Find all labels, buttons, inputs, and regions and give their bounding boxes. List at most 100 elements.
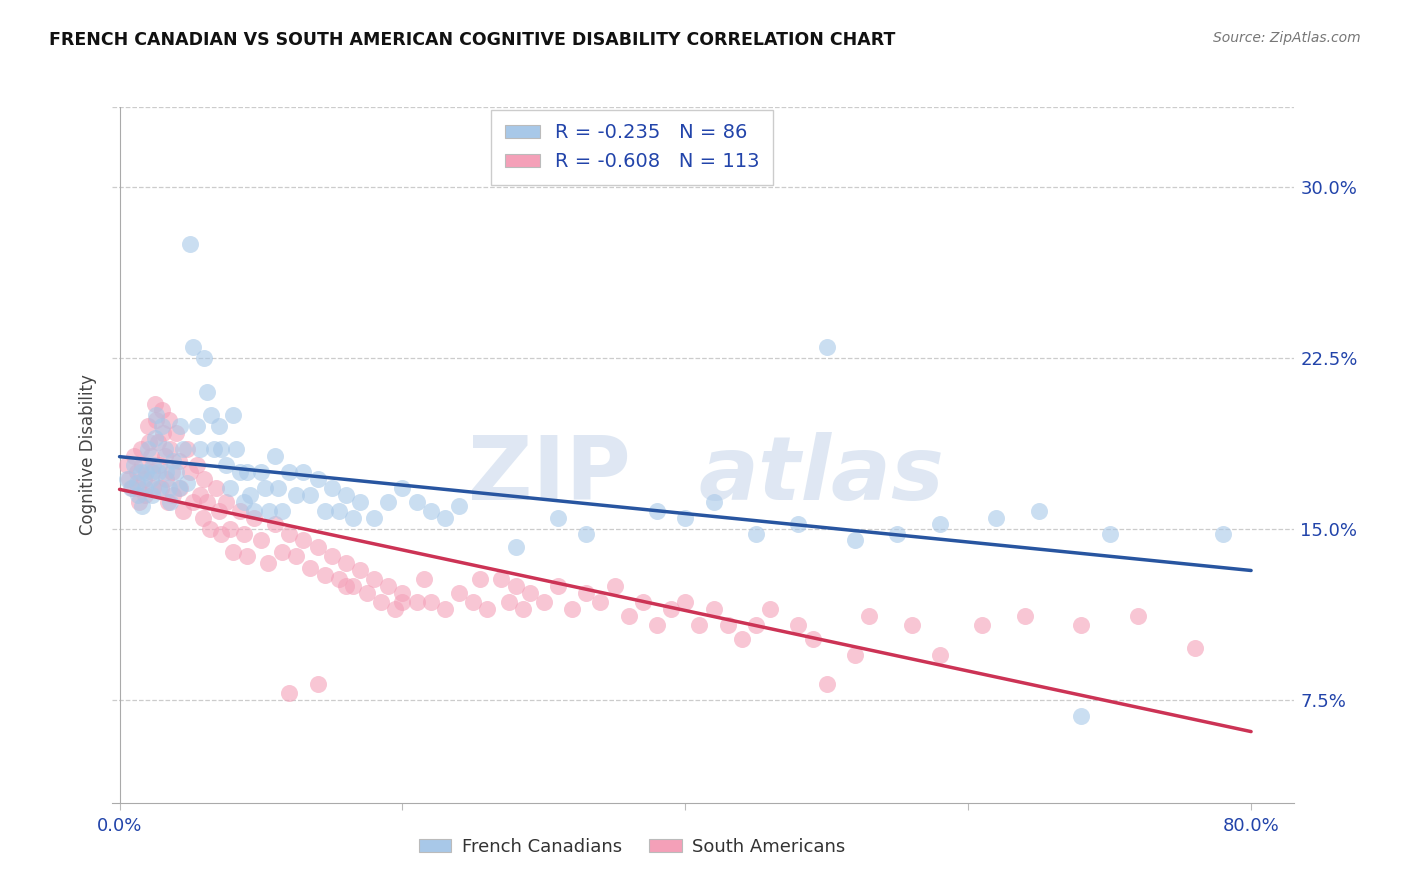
Point [159, 494, 181, 508]
Y-axis label: Cognitive Disability: Cognitive Disability [79, 375, 97, 535]
Point [986, 510, 1008, 524]
Point [135, 465, 157, 479]
Point [929, 648, 952, 662]
Point [139, 449, 162, 463]
Point [470, 572, 492, 586]
Point [142, 481, 165, 495]
Point [575, 586, 598, 600]
Point [299, 561, 322, 575]
Point [645, 618, 668, 632]
Point [384, 602, 406, 616]
Point [122, 449, 145, 463]
Point [278, 686, 301, 700]
Point [349, 563, 371, 577]
Point [209, 442, 232, 457]
Point [155, 472, 177, 486]
Point [759, 602, 782, 616]
Point [321, 549, 343, 564]
Point [561, 602, 583, 616]
Point [165, 426, 187, 441]
Point [250, 465, 273, 479]
Point [1212, 526, 1234, 541]
Point [419, 595, 441, 609]
Point [214, 494, 236, 508]
Point [307, 541, 329, 555]
Point [131, 500, 153, 514]
Point [139, 472, 162, 486]
Point [858, 608, 880, 623]
Point [688, 618, 710, 632]
Point [149, 481, 172, 495]
Point [165, 465, 187, 479]
Point [419, 504, 441, 518]
Point [335, 488, 357, 502]
Point [673, 510, 696, 524]
Point [218, 522, 240, 536]
Point [254, 481, 277, 495]
Point [731, 632, 754, 646]
Point [717, 618, 740, 632]
Point [176, 476, 198, 491]
Point [363, 572, 385, 586]
Point [214, 458, 236, 473]
Point [342, 579, 364, 593]
Point [176, 442, 198, 457]
Point [125, 476, 148, 491]
Text: atlas: atlas [699, 433, 943, 519]
Point [356, 586, 378, 600]
Point [145, 408, 167, 422]
Point [131, 458, 153, 473]
Point [188, 442, 211, 457]
Point [157, 412, 180, 426]
Point [136, 419, 159, 434]
Point [141, 488, 163, 502]
Point [519, 586, 541, 600]
Point [391, 586, 413, 600]
Point [271, 504, 294, 518]
Point [120, 481, 142, 495]
Point [146, 435, 169, 450]
Point [127, 481, 149, 495]
Point [377, 579, 399, 593]
Point [264, 449, 287, 463]
Point [292, 465, 315, 479]
Point [172, 442, 194, 457]
Point [136, 442, 159, 457]
Point [143, 431, 166, 445]
Point [886, 526, 908, 541]
Point [172, 504, 194, 518]
Point [134, 488, 156, 502]
Point [195, 385, 218, 400]
Point [239, 488, 262, 502]
Point [617, 608, 640, 623]
Point [703, 602, 725, 616]
Point [129, 465, 152, 479]
Point [160, 465, 183, 479]
Point [146, 465, 169, 479]
Point [285, 549, 308, 564]
Point [204, 481, 226, 495]
Legend: French Canadians, South Americans: French Canadians, South Americans [412, 831, 853, 863]
Point [349, 494, 371, 508]
Point [321, 481, 343, 495]
Point [115, 472, 138, 486]
Point [186, 458, 208, 473]
Point [1184, 640, 1206, 655]
Point [236, 465, 259, 479]
Point [233, 494, 256, 508]
Point [405, 494, 427, 508]
Point [181, 340, 204, 354]
Point [267, 481, 290, 495]
Point [181, 494, 204, 508]
Point [250, 533, 273, 548]
Point [447, 500, 470, 514]
Point [229, 465, 252, 479]
Point [645, 504, 668, 518]
Point [153, 442, 176, 457]
Point [207, 504, 229, 518]
Point [342, 510, 364, 524]
Point [188, 488, 211, 502]
Point [405, 595, 427, 609]
Point [150, 419, 173, 434]
Point [787, 517, 810, 532]
